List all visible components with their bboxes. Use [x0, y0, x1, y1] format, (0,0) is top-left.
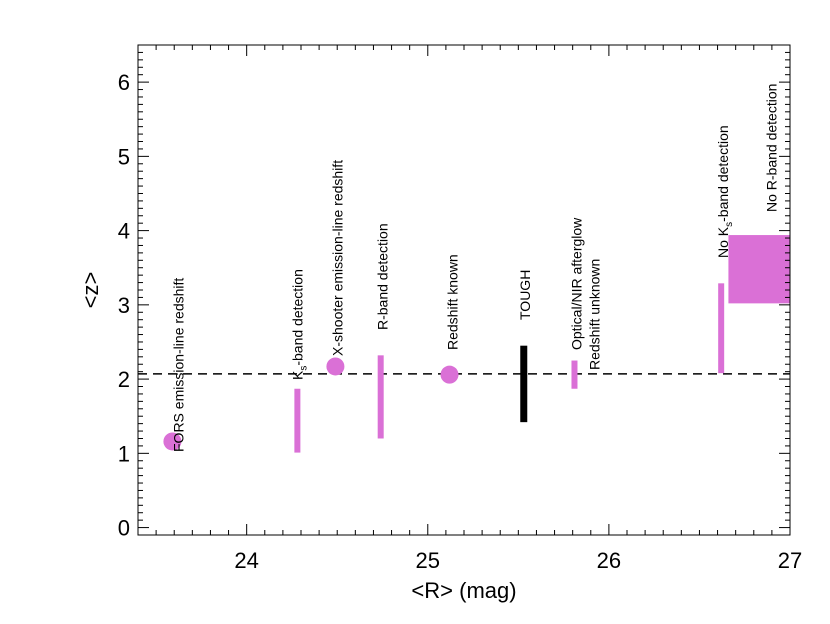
- plot-frame: [137, 44, 791, 536]
- point-label: No R-band detection: [764, 84, 780, 212]
- axes: 24 25 26 27 0 1 2 3 4 5 6: [118, 44, 802, 573]
- label-text: No K: [715, 226, 731, 258]
- label-subscript: s: [298, 366, 309, 371]
- data-point-circle: [440, 365, 459, 384]
- y-tick-label: 2: [118, 367, 130, 392]
- y-tick-label: 6: [118, 70, 130, 95]
- y-tick-label: 1: [118, 441, 130, 466]
- label-subscript: s: [724, 222, 735, 227]
- label-text: No R-band detection: [764, 84, 780, 212]
- point-label: R-band detection: [375, 223, 391, 330]
- point-labels: FORS emission-line redshift Ks-band detec…: [170, 84, 779, 452]
- x-tick-label: 25: [416, 548, 440, 573]
- label-text: TOUGH: [517, 270, 533, 320]
- y-tick-label: 5: [118, 144, 130, 169]
- label-text: FORS emission-line redshift: [170, 278, 186, 452]
- point-label: Optical/NIR afterglow: [568, 217, 584, 350]
- label-text: K: [289, 370, 305, 380]
- label-text: -band detection: [715, 125, 731, 222]
- point-label: Redshift unknown: [586, 259, 602, 370]
- point-label: Ks-band detection: [289, 269, 309, 380]
- y-tick-label: 3: [118, 293, 130, 318]
- data-marks: [138, 235, 790, 453]
- point-label: TOUGH: [517, 270, 533, 320]
- tough-range-bar: [520, 345, 528, 423]
- x-tick-label: 26: [597, 548, 621, 573]
- point-label: X-shooter emission-line redshift: [329, 160, 345, 356]
- y-tick-label: 4: [118, 219, 130, 244]
- point-label: No Ks-band detection: [715, 125, 735, 258]
- label-text: Optical/NIR afterglow: [568, 217, 584, 350]
- x-tick-label: 27: [778, 548, 802, 573]
- range-bar: [718, 283, 725, 374]
- range-bar: [377, 355, 384, 439]
- range-bar: [571, 360, 578, 389]
- x-tick-label: 24: [234, 548, 258, 573]
- range-box: [728, 235, 790, 304]
- label-text: X-shooter emission-line redshift: [329, 160, 345, 356]
- label-text: Redshift unknown: [586, 259, 602, 370]
- y-axis-label: <z>: [78, 272, 103, 309]
- point-label: FORS emission-line redshift: [170, 278, 186, 452]
- range-bar: [294, 388, 301, 453]
- point-label: Redshift known: [445, 254, 461, 350]
- y-tick-label: 0: [118, 516, 130, 541]
- label-text: R-band detection: [375, 223, 391, 330]
- data-point-circle: [326, 357, 345, 376]
- label-text: Redshift known: [445, 254, 461, 350]
- x-axis-label: <R> (mag): [411, 578, 516, 603]
- data-point-circle: [163, 432, 182, 451]
- label-text: -band detection: [289, 269, 305, 366]
